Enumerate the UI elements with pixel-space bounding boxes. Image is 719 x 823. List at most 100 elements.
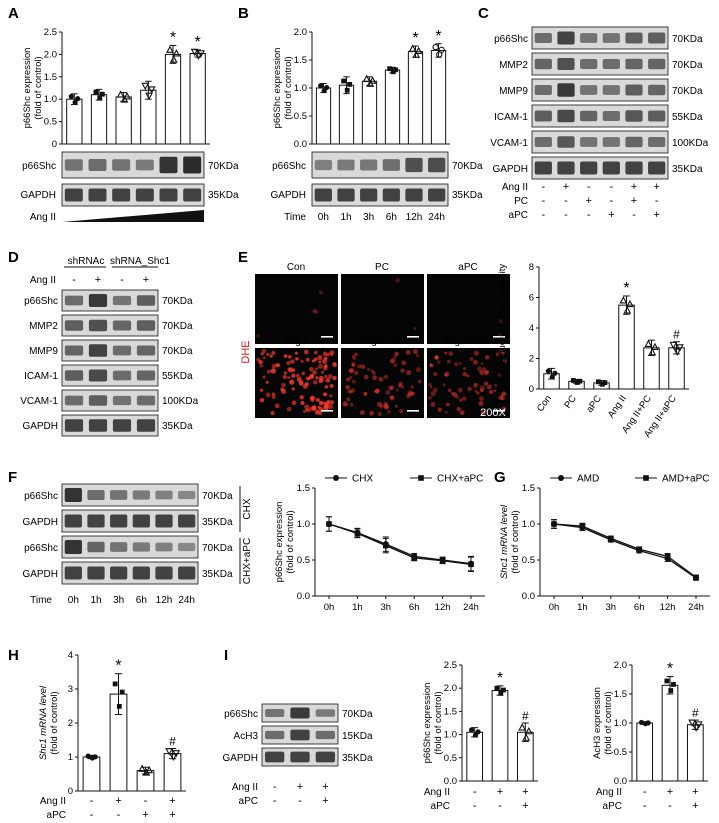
sign: -	[609, 195, 613, 207]
cell	[286, 406, 292, 412]
kda-label: 70KDa	[672, 60, 703, 71]
band	[64, 188, 83, 202]
blot-label: GAPDH	[20, 190, 56, 201]
scale-bar	[493, 336, 505, 338]
bar	[189, 53, 206, 145]
y-tick-label: 1.5	[444, 706, 457, 717]
band	[87, 541, 105, 553]
side-label: CHX+aPC	[242, 538, 253, 584]
row-label: Ang II	[596, 787, 622, 798]
band	[580, 85, 598, 95]
data-point	[138, 764, 147, 772]
band	[87, 514, 105, 528]
blot-label: GAPDH	[22, 517, 58, 528]
cell	[405, 349, 411, 355]
band	[136, 345, 156, 356]
blot-D-3-frame	[61, 364, 159, 387]
band	[382, 188, 400, 202]
cell	[332, 361, 337, 367]
kda-label: 70KDa	[202, 491, 233, 502]
band	[112, 395, 132, 406]
bar	[315, 87, 332, 145]
data-point	[190, 48, 199, 57]
band	[183, 156, 202, 174]
y-tick-label: 0	[68, 786, 73, 797]
cell	[452, 392, 458, 398]
cell	[390, 358, 396, 364]
cell	[498, 318, 504, 324]
cell	[312, 380, 318, 385]
data-point	[623, 306, 632, 314]
y-tick-label: 0	[52, 139, 57, 150]
band	[405, 188, 423, 202]
blot-label: GAPDH	[22, 421, 58, 432]
cell	[400, 368, 405, 373]
data-point	[551, 521, 557, 527]
cell	[275, 363, 280, 368]
time-label: 1h	[90, 595, 101, 606]
band	[178, 514, 196, 528]
cell	[351, 379, 356, 384]
cell	[259, 398, 265, 403]
sign: -	[587, 209, 591, 221]
data-point	[675, 344, 684, 352]
band	[648, 84, 666, 96]
blot-C-1-frame	[531, 52, 669, 76]
kda-label: 100KDa	[672, 138, 709, 149]
significance-mark: *	[195, 34, 201, 51]
row-title: Time	[284, 212, 306, 223]
cell	[413, 327, 417, 331]
band	[428, 188, 446, 202]
bar	[491, 690, 509, 782]
kda-label: 35KDa	[342, 753, 373, 764]
sign: +	[608, 209, 614, 221]
cell	[329, 400, 335, 405]
legend-label: AMD	[577, 474, 599, 485]
cell	[372, 371, 376, 376]
sign: -	[120, 274, 124, 286]
y-tick-label: 1.0	[44, 94, 57, 105]
sign: -	[541, 209, 545, 221]
cell	[291, 387, 295, 391]
significance-mark: #	[692, 706, 699, 720]
data-point	[432, 43, 439, 51]
cell	[283, 354, 288, 358]
y-tick-label: 1.0	[614, 718, 627, 729]
legend-label: CHX	[352, 474, 373, 485]
cell	[308, 367, 314, 372]
bar	[686, 724, 704, 782]
cell	[493, 389, 497, 393]
cell	[378, 376, 384, 382]
cell	[482, 367, 486, 372]
band	[580, 161, 598, 175]
blot-F-1-frame	[61, 509, 199, 533]
sign: -	[117, 809, 121, 821]
cell	[370, 369, 375, 374]
cell	[318, 378, 324, 384]
cell	[412, 349, 418, 355]
cell	[394, 404, 399, 408]
cell	[448, 351, 454, 357]
cell	[302, 409, 307, 414]
band	[557, 83, 575, 97]
kda-label: 70KDa	[452, 161, 483, 172]
cell	[399, 408, 404, 414]
kda-label: 35KDa	[672, 164, 703, 175]
micrograph	[427, 348, 510, 418]
cell	[324, 374, 328, 379]
band	[112, 345, 132, 356]
cell	[265, 380, 269, 384]
data-point	[197, 50, 205, 58]
cell	[354, 370, 359, 376]
y-tick-label: 0.0	[444, 776, 457, 787]
data-point	[408, 44, 417, 52]
band	[64, 419, 84, 432]
data-point	[619, 296, 628, 304]
cell	[261, 348, 266, 354]
band	[64, 514, 82, 528]
cell	[429, 363, 434, 368]
cell	[393, 355, 397, 360]
cell	[346, 397, 351, 402]
significance-mark: #	[522, 709, 529, 723]
band	[557, 136, 575, 148]
